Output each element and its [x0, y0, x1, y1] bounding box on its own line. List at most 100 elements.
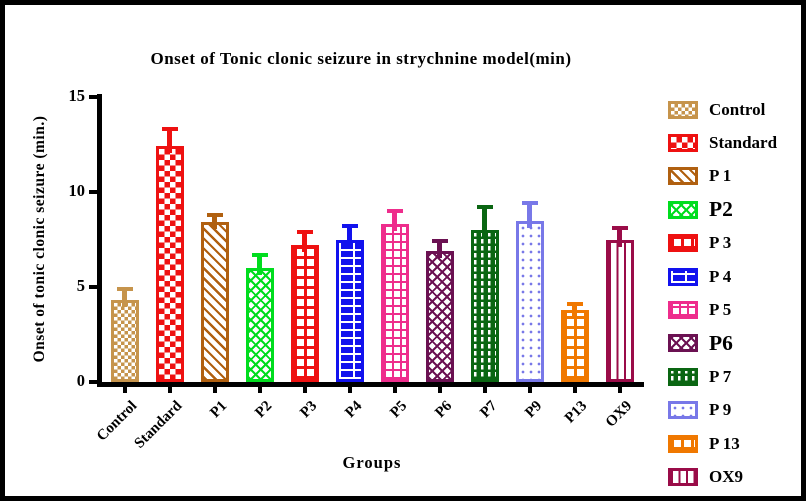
legend-item-ox9: OX9 [668, 460, 801, 493]
x-tick-mark-p2 [257, 386, 262, 393]
legend-label-p1: P 1 [709, 166, 732, 186]
y-axis-line [97, 94, 102, 386]
x-tick-mark-p1 [212, 386, 217, 393]
error-bar-stem-p3 [302, 231, 307, 253]
x-tick-label-p2: P2 [251, 398, 275, 422]
legend-label-ox9: OX9 [709, 466, 743, 486]
legend-item-p7: P 7 [668, 360, 801, 393]
y-tick-label-15: 15 [68, 86, 86, 105]
legend-swatch-ox9 [668, 467, 698, 486]
error-bar-stem-p9 [527, 203, 532, 228]
x-axis-title: Groups [342, 453, 402, 472]
x-tick-mark-standard [167, 386, 172, 393]
x-tick-label-standard: Standard [131, 398, 185, 452]
legend-label-control: Control [709, 99, 766, 119]
y-tick-mark-15 [89, 95, 97, 99]
legend-item-p13: P 13 [668, 427, 801, 460]
error-bar-cap-p9 [521, 201, 538, 206]
error-bar-stem-ox9 [617, 228, 622, 247]
x-tick-mark-p5 [392, 386, 397, 393]
bar-standard [155, 146, 184, 382]
legend-item-p6: P6 [668, 327, 801, 360]
bar-p13 [560, 309, 589, 382]
legend-swatch-p1 [668, 167, 698, 186]
legend-item-control: Control [668, 93, 801, 126]
x-tick-label-p3: P3 [296, 398, 320, 422]
y-tick-label-10: 10 [68, 181, 86, 200]
x-tick-mark-control [122, 386, 127, 393]
bar-p7 [470, 230, 499, 382]
error-bar-stem-p13 [572, 304, 577, 317]
error-bar-cap-control [116, 286, 133, 291]
error-bar-cap-p5 [386, 209, 403, 213]
bar-ox9 [605, 239, 634, 382]
error-bar-cap-p1 [206, 212, 223, 217]
legend-item-p5: P 5 [668, 293, 801, 326]
error-bar-stem-standard [167, 129, 172, 154]
y-tick-label-0: 0 [76, 371, 85, 390]
legend-swatch-p9 [668, 401, 698, 420]
legend-swatch-p5 [668, 301, 698, 320]
legend-label-standard: Standard [709, 133, 778, 153]
legend-swatch-p7 [668, 367, 698, 386]
legend-item-p1: P 1 [668, 160, 801, 193]
bar-p4 [335, 239, 364, 382]
legend-item-p2: P2 [668, 193, 801, 226]
error-bar-cap-p6 [431, 239, 448, 244]
x-axis-line [97, 382, 644, 387]
bar-p6 [425, 250, 454, 382]
legend-item-p4: P 4 [668, 260, 801, 293]
x-tick-label-p1: P1 [206, 398, 230, 422]
legend-item-p9: P 9 [668, 394, 801, 427]
error-bar-cap-standard [161, 127, 178, 132]
error-bar-stem-p4 [347, 226, 352, 247]
x-tick-label-p9: P9 [521, 398, 545, 422]
legend-label-p3: P 3 [709, 233, 732, 253]
bar-p9 [515, 220, 544, 382]
x-tick-mark-p4 [347, 386, 352, 393]
x-tick-mark-p6 [437, 386, 442, 393]
error-bar-stem-p1 [212, 214, 217, 230]
error-bar-cap-p13 [566, 302, 583, 307]
x-tick-label-p6: P6 [431, 398, 455, 422]
bar-p5 [380, 224, 409, 382]
legend-label-p9: P 9 [709, 400, 732, 420]
legend-label-p5: P 5 [709, 300, 732, 320]
y-axis-title: Onset of tonic clonic seizure (min.) [31, 115, 48, 363]
x-tick-mark-p9 [527, 386, 532, 393]
legend-swatch-p2 [668, 200, 698, 219]
plot-area: 0 5 10 15 Control Standard P1 P2 P3 P4 P5 P6 P7 P9 P1… [69, 86, 644, 452]
error-bar-cap-p7 [476, 205, 493, 210]
error-bar-stem-p6 [437, 241, 442, 258]
legend-item-standard: Standard [668, 126, 801, 159]
error-bar-cap-p3 [296, 229, 313, 234]
legend-item-p3: P 3 [668, 227, 801, 260]
error-bar-cap-ox9 [611, 226, 628, 231]
legend-swatch-standard [668, 134, 698, 153]
x-tick-mark-p7 [482, 386, 487, 393]
y-tick-mark-10 [89, 190, 97, 194]
error-bar-cap-p4 [341, 224, 358, 229]
error-bar-cap-p2 [251, 252, 268, 257]
x-tick-mark-ox9 [617, 386, 622, 393]
y-tick-mark-0 [89, 380, 97, 384]
legend-label-p2: P2 [709, 197, 733, 222]
error-bar-stem-p2 [257, 254, 262, 275]
bar-p1 [200, 222, 229, 382]
x-tick-label-p13: P13 [561, 398, 590, 427]
error-bar-stem-p7 [482, 207, 487, 237]
legend: Control Standard P 1 P2 P 3 P 4 P 5 P6 P 7 P 9 P 1… [668, 93, 801, 494]
x-tick-label-p5: P5 [386, 398, 410, 422]
legend-label-p7: P 7 [709, 366, 732, 386]
legend-label-p6: P6 [709, 330, 733, 355]
x-tick-mark-p3 [302, 386, 307, 393]
legend-swatch-p3 [668, 234, 698, 253]
error-bar-stem-p5 [392, 211, 397, 232]
x-tick-label-ox9: OX9 [602, 398, 635, 431]
legend-swatch-p13 [668, 434, 698, 453]
error-bar-stem-control [122, 288, 127, 308]
legend-label-p13: P 13 [709, 433, 740, 453]
chart-title: Onset of Tonic clonic seizure in strychn… [150, 49, 572, 68]
bar-p2 [245, 268, 274, 382]
legend-swatch-p6 [668, 334, 698, 353]
